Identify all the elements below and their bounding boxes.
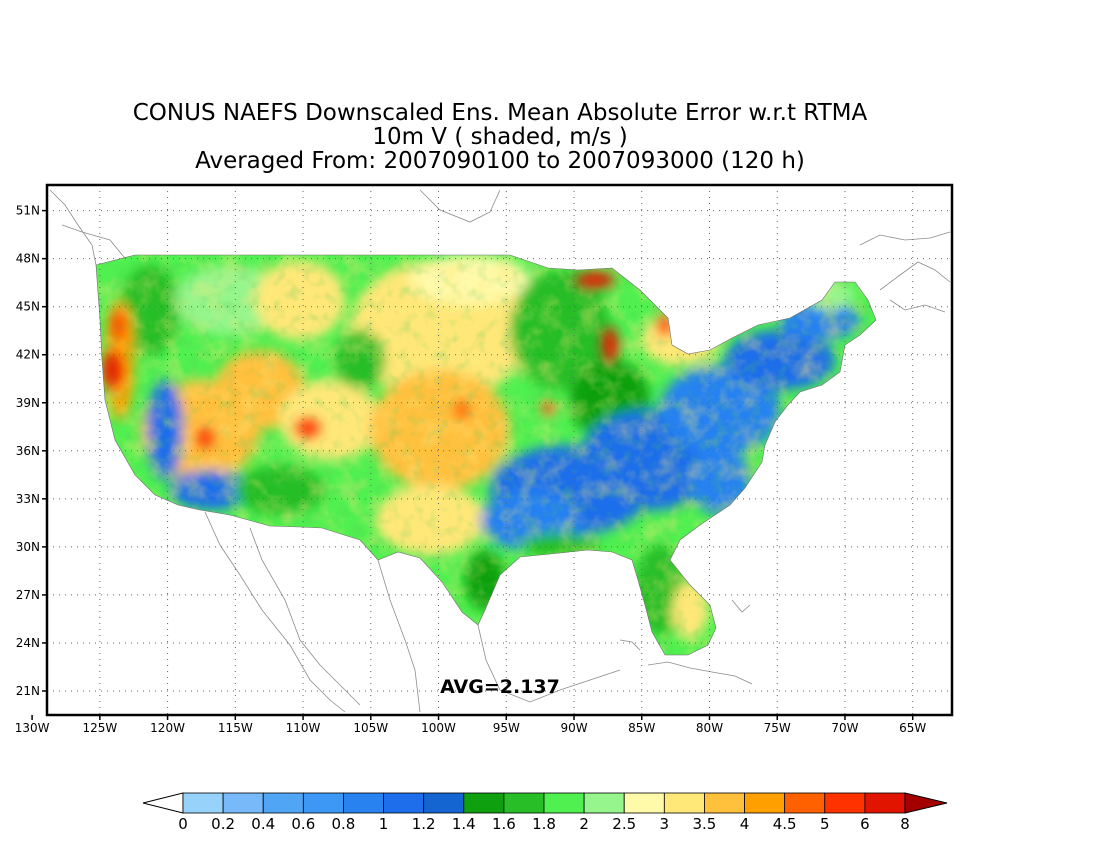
colorbar-label: 2.5	[612, 815, 636, 833]
lon-tick-label: 105W	[353, 721, 388, 735]
colorbar-label: 0.6	[291, 815, 315, 833]
lat-tick-label: 33N	[16, 492, 40, 506]
lat-tick-label: 39N	[16, 396, 40, 410]
lat-tick-label: 30N	[16, 540, 40, 554]
colorbar-label: 8	[900, 815, 910, 833]
colorbar-low-arrow	[142, 792, 184, 814]
colorbar-swatch	[704, 792, 745, 814]
colorbar-label: 0.8	[332, 815, 356, 833]
colorbar-swatch	[222, 792, 264, 814]
colorbar-label: 0.2	[211, 815, 235, 833]
colorbar-high-arrow	[904, 792, 948, 814]
colorbar-label: 1	[379, 815, 389, 833]
lat-tick-label: 36N	[16, 444, 40, 458]
colorbar-swatch	[383, 792, 425, 814]
lon-tick-label: 115W	[218, 721, 253, 735]
title-line-1: CONUS NAEFS Downscaled Ens. Mean Absolut…	[132, 100, 868, 126]
outline-coastlines	[49, 189, 951, 713]
lat-tick-label: 21N	[16, 684, 40, 698]
colorbar-label: 1.4	[452, 815, 476, 833]
colorbar-label: 6	[860, 815, 870, 833]
lon-tick-label: 100W	[421, 721, 456, 735]
colorbar-swatch	[503, 792, 545, 814]
lat-tick-label: 27N	[16, 588, 40, 602]
lat-tick-label: 48N	[16, 252, 40, 266]
colorbar-label: 3	[660, 815, 670, 833]
colorbar-label: 1.6	[492, 815, 516, 833]
colorbar-swatch	[864, 792, 906, 814]
colorbar-swatch	[182, 792, 224, 814]
colorbar-swatch	[744, 792, 786, 814]
map-frame	[45, 183, 954, 717]
colorbar-label: 5	[820, 815, 830, 833]
colorbar-swatch	[784, 792, 826, 814]
lon-tick-label: 110W	[286, 721, 321, 735]
lat-tick-label: 51N	[16, 204, 40, 218]
lat-tick-label: 45N	[16, 300, 40, 314]
colorbar-swatch	[663, 792, 705, 814]
lon-tick-label: 120W	[150, 721, 185, 735]
average-label: AVG=2.137	[440, 676, 560, 698]
colorbar-label: 4	[740, 815, 750, 833]
colorbar-label: 3.5	[693, 815, 717, 833]
colorbar-swatch	[583, 792, 625, 814]
gridlines	[47, 185, 952, 715]
colorbar-swatch	[343, 792, 384, 814]
lat-tick-label: 24N	[16, 636, 40, 650]
colorbar-label: 2	[579, 815, 589, 833]
latitude-axis: 51N 48N 45N 42N 39N 36N 33N 30N 27N 24N 21N	[16, 204, 47, 698]
colorbar-label: 0	[178, 815, 188, 833]
colorbar-swatch	[543, 792, 585, 814]
colorbar-swatch	[423, 792, 465, 814]
colorbar-swatch	[302, 792, 344, 814]
colorbar: 0 0.2 0.4 0.6 0.8 1 1.2 1.4 1.6 1.8 2 2.5 3 3.5 4 4.5 5 6…	[142, 792, 948, 833]
lon-tick-label: 75W	[764, 721, 791, 735]
colorbar-label: 4.5	[773, 815, 797, 833]
lon-tick-label: 90W	[560, 721, 587, 735]
colorbar-swatch	[623, 792, 665, 814]
conus-outline	[95, 254, 877, 656]
colorbar-label: 1.8	[532, 815, 556, 833]
colorbar-label: 1.2	[412, 815, 436, 833]
lon-tick-label: 85W	[628, 721, 655, 735]
title-line-2: 10m V ( shaded, m/s )	[372, 124, 628, 150]
lon-tick-label: 125W	[82, 721, 117, 735]
lon-tick-label: 130W	[15, 721, 50, 735]
colorbar-label: 0.4	[251, 815, 275, 833]
colorbar-swatch	[824, 792, 866, 814]
colorbar-swatch	[262, 792, 304, 814]
longitude-axis: 130W 125W 120W 115W 110W 105W 100W 95W 90W 85W 80W…	[15, 715, 926, 735]
lon-tick-label: 70W	[831, 721, 858, 735]
title-line-3: Averaged From: 2007090100 to 2007093000 …	[195, 148, 805, 174]
lon-tick-label: 65W	[899, 721, 926, 735]
colorbar-swatch	[463, 792, 505, 814]
lon-tick-label: 95W	[493, 721, 520, 735]
lat-tick-label: 42N	[16, 348, 40, 362]
lon-tick-label: 80W	[696, 721, 723, 735]
